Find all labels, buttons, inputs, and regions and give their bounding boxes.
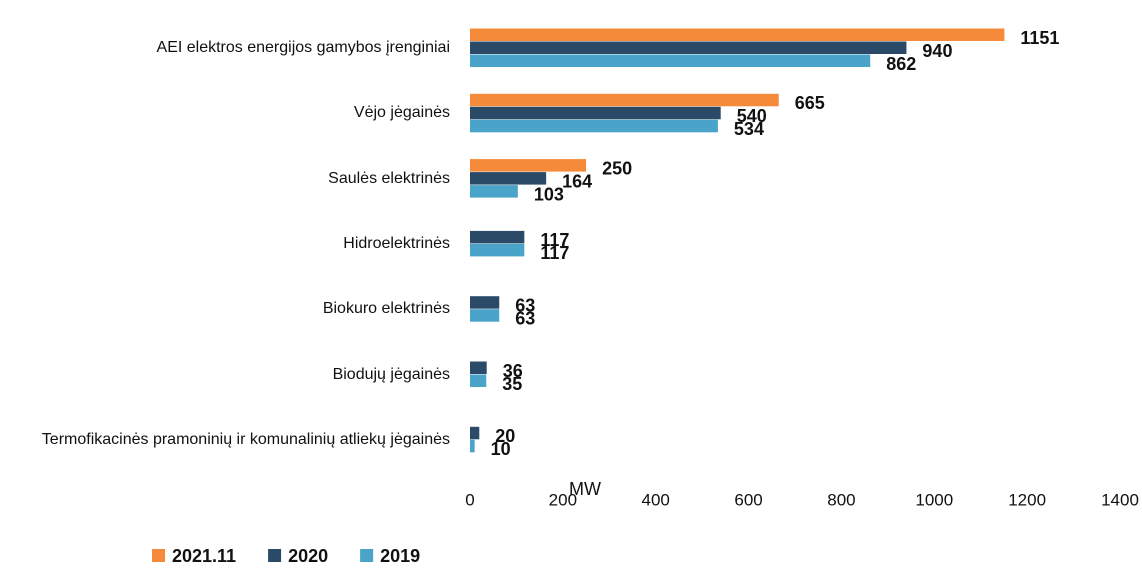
category-label: Hidroelektrinės [343, 234, 450, 252]
value-label: 117 [540, 243, 569, 263]
legend-swatch [268, 549, 282, 562]
x-tick-label: 0 [465, 490, 474, 509]
x-tick-label: 1400 [1101, 490, 1139, 509]
bar [470, 93, 779, 107]
category-label: AEI elektros energijos gamybos įrenginia… [156, 39, 450, 56]
x-axis-label: MW [569, 479, 601, 499]
bar [470, 296, 500, 309]
bar [470, 243, 525, 257]
value-label: 534 [734, 119, 764, 139]
legend-swatch [360, 549, 374, 562]
value-label: 63 [515, 308, 535, 328]
bar [470, 159, 587, 172]
value-label: 940 [922, 41, 952, 61]
value-label: 862 [886, 54, 916, 74]
bar [470, 426, 480, 440]
category-label: Saulės elektrinės [328, 169, 450, 187]
value-label: 164 [562, 171, 592, 191]
value-label: 10 [491, 439, 511, 459]
bar [470, 185, 518, 198]
category-label: Vėjo jėgainės [353, 104, 450, 122]
x-tick-label: 600 [734, 490, 762, 509]
value-label: 20 [495, 426, 515, 446]
category-label: Biokuro elektrinės [322, 300, 450, 318]
x-tick-label: 1000 [915, 490, 953, 509]
bar [470, 41, 907, 54]
legend-swatch [152, 549, 165, 562]
bar [470, 309, 500, 322]
bar [470, 54, 871, 67]
legend-label: 2021.11 [172, 546, 236, 566]
value-label: 35 [502, 374, 522, 394]
legend-label: 2019 [380, 546, 420, 566]
value-label: 665 [795, 93, 825, 113]
bar [470, 374, 487, 387]
bar [470, 106, 721, 120]
value-label: 117 [540, 230, 569, 250]
x-tick-label: 200 [549, 490, 577, 509]
category-label: Biodujų jėgainės [332, 365, 450, 383]
value-label: 36 [503, 361, 523, 381]
bar [470, 119, 718, 133]
x-tick-label: 800 [827, 490, 855, 509]
value-label: 63 [515, 295, 535, 315]
bar [470, 361, 487, 374]
legend-label: 2020 [288, 546, 328, 566]
x-tick-label: 1200 [1008, 490, 1046, 509]
bar [470, 439, 475, 453]
value-label: 1151 [1020, 28, 1059, 48]
category-label: Termofikacinės pramoninių ir komunalinių… [41, 430, 450, 448]
value-label: 250 [602, 158, 632, 178]
bar [470, 230, 525, 244]
x-tick-label: 400 [642, 490, 670, 509]
value-label: 540 [737, 106, 767, 126]
bar [470, 28, 1005, 41]
value-label: 103 [534, 184, 564, 204]
bar [470, 172, 547, 185]
